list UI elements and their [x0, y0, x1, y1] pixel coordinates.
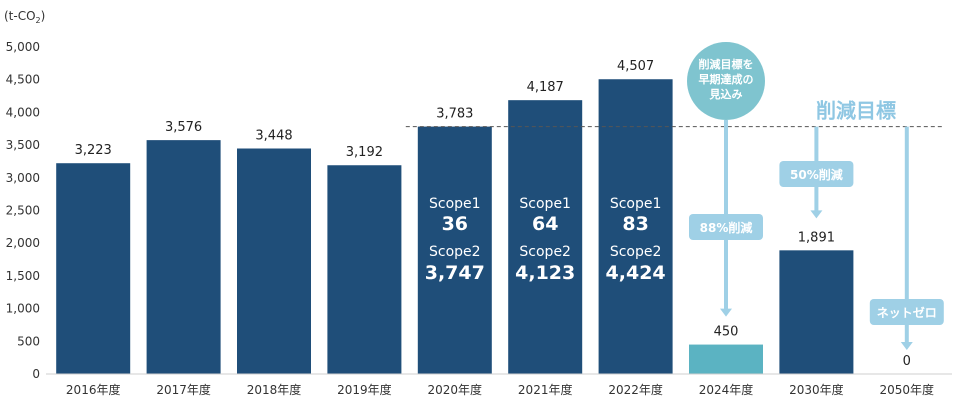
annotations-layer: Scope136Scope23,747Scope164Scope24,123Sc… [405, 42, 944, 350]
y-tick-label: 1,000 [6, 302, 40, 316]
target-line-label: 削減目標 [816, 99, 896, 123]
scope1-value: 83 [622, 213, 648, 235]
value-labels-layer: 3,223 3,576 3,448 3,192 3,783 4,187 4,507 450 1,… [75, 59, 911, 369]
forecast-bubble-line: 見込み [709, 87, 743, 101]
value-label: 4,187 [527, 80, 564, 95]
x-tick-label: 2019年度 [337, 382, 392, 397]
value-label: 3,576 [165, 120, 202, 135]
reduction-arrowhead [720, 308, 732, 317]
forecast-bubble [687, 42, 765, 120]
value-label: 4,507 [617, 59, 654, 74]
forecast-bubble-line: 早期達成の [699, 72, 754, 86]
reduction-tag [869, 299, 944, 325]
x-tick-label: 2050年度 [880, 382, 935, 397]
y-unit-label: (t-CO2) [4, 9, 45, 25]
value-label: 3,448 [255, 129, 292, 144]
bar-5 [417, 126, 492, 374]
scope2-label: Scope2 [519, 244, 571, 260]
value-label: 0 [903, 354, 911, 369]
scope1-label: Scope1 [429, 196, 481, 212]
y-tick-label: 3,000 [6, 171, 40, 185]
x-tick-label: 2022年度 [608, 382, 663, 397]
y-axis: (t-CO2) 0 500 1,000 1,500 2,000 2,500 3,000 3,50… [4, 9, 45, 381]
reduction-arrowhead [810, 210, 823, 219]
scope1-value: 64 [532, 213, 558, 235]
scope2-label: Scope2 [429, 244, 481, 260]
bar-9 [779, 250, 854, 374]
reduction-tag [689, 214, 763, 240]
y-tick-label: 2,000 [6, 236, 40, 250]
x-tick-label: 2030年度 [789, 382, 844, 397]
bar-3 [237, 148, 311, 374]
x-tick-label: 2018年度 [247, 382, 302, 397]
value-label: 450 [714, 325, 739, 340]
y-tick-label: 4,000 [6, 105, 40, 119]
y-unit-close: ) [41, 9, 46, 23]
scope2-label: Scope2 [610, 244, 662, 260]
y-unit-subscript: 2 [36, 16, 41, 25]
bar-7 [598, 79, 673, 375]
x-axis: 2016年度 2017年度 2018年度 2019年度 2020年度 2021年度 2022… [46, 373, 952, 397]
x-tick-label: 2021年度 [518, 382, 573, 397]
reduction-tag [779, 161, 854, 187]
y-tick-label: 5,000 [6, 40, 40, 54]
value-label: 3,783 [436, 107, 473, 122]
reduction-tag-label: 50%削減 [790, 167, 843, 182]
value-label: 3,192 [346, 145, 383, 160]
y-tick-label: 2,500 [6, 204, 40, 218]
y-unit-text: (t-CO [4, 9, 36, 23]
scope1-label: Scope1 [610, 196, 662, 212]
y-tick-label: 0 [32, 367, 40, 381]
scope2-value: 3,747 [425, 262, 485, 284]
y-tick-label: 500 [17, 334, 40, 348]
reduction-arrowhead [900, 342, 913, 350]
value-label: 1,891 [798, 230, 835, 245]
reduction-tag-label: 88%削減 [700, 220, 753, 235]
y-tick-label: 1,500 [6, 269, 40, 283]
x-tick-label: 2024年度 [699, 382, 754, 397]
scope1-value: 36 [442, 213, 468, 235]
x-tick-label: 2016年度 [66, 382, 121, 397]
bar-6 [508, 100, 583, 374]
bars-layer [56, 79, 854, 375]
bar-4 [327, 165, 402, 374]
forecast-bubble-line: 削減目標を [699, 57, 754, 71]
x-tick-label: 2020年度 [428, 382, 483, 397]
bar-8 [689, 344, 763, 374]
scope1-label: Scope1 [519, 196, 571, 212]
reduction-tag-label: ネットゼロ [877, 305, 937, 320]
y-tick-label: 3,500 [6, 138, 40, 152]
scope2-value: 4,424 [606, 262, 666, 284]
x-tick-label: 2017年度 [156, 382, 211, 397]
bar-1 [56, 163, 131, 374]
bar-2 [146, 140, 221, 374]
scope2-value: 4,123 [515, 262, 575, 284]
y-tick-label: 4,500 [6, 73, 40, 87]
value-label: 3,223 [75, 143, 112, 158]
